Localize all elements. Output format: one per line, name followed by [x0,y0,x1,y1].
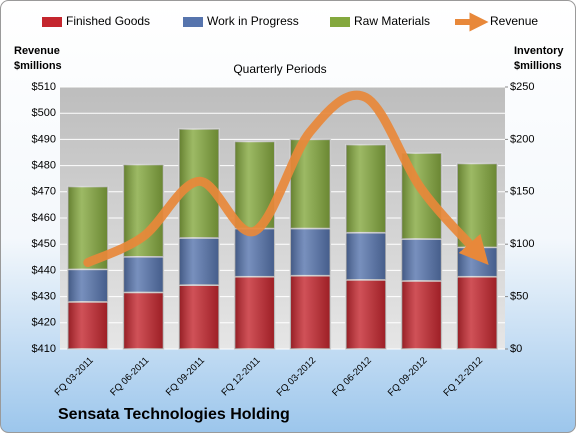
legend-swatch [330,17,350,27]
y-tick-label: $430 [32,291,56,303]
y2-tick-label: $150 [510,186,534,198]
subtitle: Quarterly Periods [233,62,326,76]
legend: Finished Goods Work in Progress Raw Materi… [42,12,538,32]
legend-label: Finished Goods [66,14,150,28]
y-tick-label: $410 [32,343,56,355]
y-axis-title: Revenue [14,45,60,57]
legend-label: Work in Progress [207,14,299,28]
line-layer [83,90,489,268]
y2-axis-title: Inventory [514,45,564,57]
y-axis-title: $millions [14,60,62,72]
y2-tick-label: $50 [510,291,528,303]
y-tick-label: $510 [32,81,56,93]
y-tick-label: $440 [32,264,56,276]
y-tick-label: $460 [32,212,56,224]
y-tick-label: $500 [32,107,56,119]
y2-tick-label: $0 [510,343,522,355]
y-tick-label: $470 [32,186,56,198]
y-tick-label: $420 [32,317,56,329]
legend-label: Revenue [490,14,538,28]
y2-tick-label: $100 [510,238,534,250]
y2-axis-title: $millions [514,60,562,72]
legend-swatch [42,17,62,27]
y2-tick-label: $250 [510,81,534,93]
y2-tick-label: $200 [510,133,534,145]
legend-swatch [183,17,203,27]
legend-label: Raw Materials [354,14,430,28]
bars [67,128,498,350]
y-tick-label: $450 [32,238,56,250]
chart-title: Sensata Technologies Holding [58,406,290,423]
revenue-line [83,90,489,268]
y-tick-label: $480 [32,160,56,172]
y-tick-label: $490 [32,133,56,145]
